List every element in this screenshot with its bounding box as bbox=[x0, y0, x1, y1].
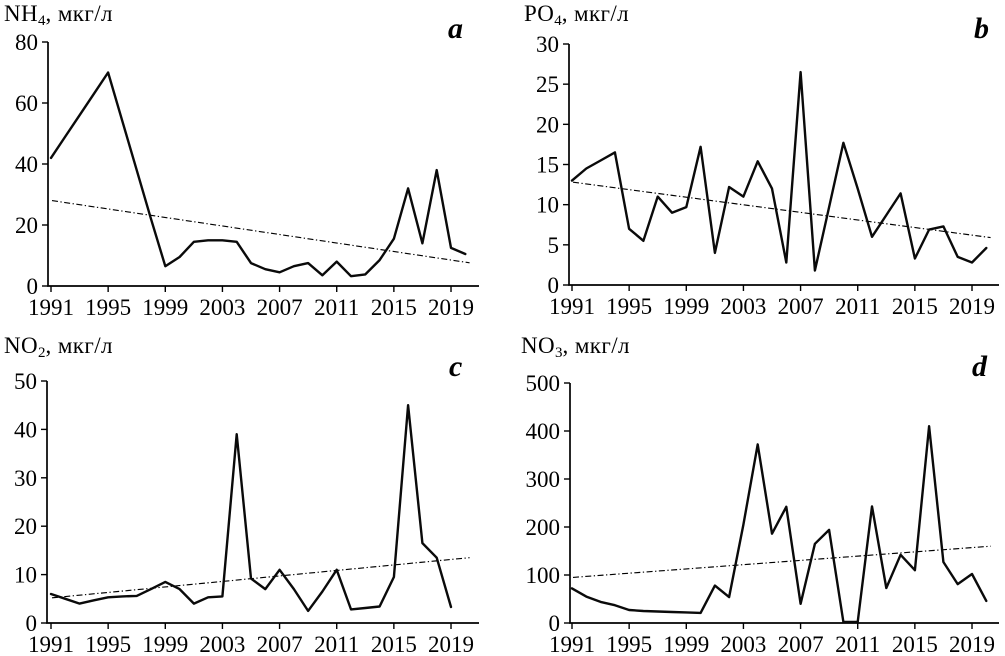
panel-c-letter: c bbox=[449, 350, 463, 383]
y-tick-label: 30 bbox=[14, 466, 37, 491]
x-tick-label: 2015 bbox=[892, 294, 938, 319]
y-tick-label: 10 bbox=[14, 563, 37, 588]
y-tick-label: 80 bbox=[15, 30, 38, 55]
y-tick-label: 20 bbox=[536, 112, 559, 137]
y-tick-label: 50 bbox=[14, 369, 37, 394]
y-tick-label: 40 bbox=[14, 417, 37, 442]
y-tick-label: 0 bbox=[27, 274, 39, 299]
data-series-line bbox=[570, 70, 988, 272]
y-tick-label: 30 bbox=[536, 32, 559, 57]
data-series-line bbox=[49, 71, 467, 278]
trend-line bbox=[572, 545, 991, 578]
data-series-line bbox=[49, 404, 453, 613]
panel-a-letter: a bbox=[448, 12, 463, 45]
panel-c-title: NO2, мкг/л bbox=[4, 333, 113, 362]
x-tick-label: 2019 bbox=[428, 632, 474, 656]
y-tick-label: 5 bbox=[548, 233, 560, 258]
panel-a-title: NH4, мкг/л bbox=[4, 1, 113, 30]
x-tick-label: 1999 bbox=[663, 632, 709, 656]
panel-d-units: , мкг/л bbox=[562, 333, 630, 358]
x-tick-label: 2019 bbox=[949, 632, 995, 656]
x-tick-label: 2011 bbox=[314, 295, 359, 320]
x-tick-label: 2003 bbox=[199, 632, 245, 656]
x-tick-label: 1999 bbox=[663, 294, 709, 319]
panel-b-analyte: PO4 bbox=[524, 1, 562, 29]
panel-a-analyte: NH4 bbox=[4, 1, 46, 29]
x-tick-label: 2019 bbox=[428, 295, 474, 320]
y-tick-label: 20 bbox=[14, 514, 37, 539]
y-tick-label: 300 bbox=[526, 467, 561, 492]
subscript: 2 bbox=[38, 345, 46, 361]
panel-a: 0 20 40 60 80 1991 1995 1999 2003 2007 2011 2015 201… bbox=[15, 30, 479, 320]
panel-a-units: , мкг/л bbox=[45, 1, 113, 26]
panel-d-title: NO3, мкг/л bbox=[521, 333, 630, 362]
x-tick-label: 1991 bbox=[28, 632, 74, 656]
x-tick-label: 1995 bbox=[606, 294, 652, 319]
panel-d: 0 100 200 300 400 500 1991 1995 1999 2003 2007 2011… bbox=[526, 371, 999, 656]
panel-b-letter: b bbox=[974, 12, 989, 45]
y-tick-label: 40 bbox=[15, 152, 38, 177]
x-tick-label: 1991 bbox=[549, 294, 595, 319]
x-tick-label: 2007 bbox=[257, 632, 303, 656]
data-series-line bbox=[570, 425, 988, 624]
y-tick-label: 25 bbox=[536, 72, 559, 97]
x-tick-label: 2003 bbox=[720, 294, 766, 319]
x-tick-label: 2019 bbox=[949, 294, 995, 319]
x-tick-label: 2011 bbox=[835, 294, 880, 319]
trend-line bbox=[51, 557, 470, 599]
panel-b: 0 5 10 15 20 25 30 1991 1995 1999 2003 2007 2011 2015… bbox=[536, 32, 999, 319]
x-tick-label: 2011 bbox=[835, 632, 880, 656]
x-tick-label: 2015 bbox=[371, 295, 417, 320]
x-tick-label: 1995 bbox=[606, 632, 652, 656]
panel-c-units: , мкг/л bbox=[45, 333, 113, 358]
x-tick-label: 2003 bbox=[199, 295, 245, 320]
y-tick-label: 20 bbox=[15, 213, 38, 238]
y-tick-label: 500 bbox=[526, 371, 561, 396]
y-tick-label: 0 bbox=[549, 611, 561, 636]
trend-line bbox=[51, 200, 470, 264]
y-tick-label: 0 bbox=[548, 273, 560, 298]
subscript: 4 bbox=[38, 13, 46, 29]
x-tick-label: 2007 bbox=[778, 632, 824, 656]
panel-b-title: PO4, мкг/л bbox=[524, 1, 629, 30]
x-tick-label: 2011 bbox=[314, 632, 359, 656]
y-tick-label: 15 bbox=[536, 153, 559, 178]
panel-c: 0 10 20 30 40 50 1991 1995 1999 2003 2007 2011 2015 2… bbox=[14, 369, 479, 656]
x-tick-label: 1991 bbox=[28, 295, 74, 320]
subscript: 4 bbox=[554, 13, 562, 29]
x-tick-label: 2007 bbox=[778, 294, 824, 319]
axes bbox=[47, 42, 479, 287]
x-tick-label: 2015 bbox=[892, 632, 938, 656]
x-tick-label: 1991 bbox=[549, 632, 595, 656]
panel-d-letter: d bbox=[972, 350, 987, 383]
x-tick-label: 1995 bbox=[85, 632, 131, 656]
subscript: 3 bbox=[555, 345, 563, 361]
y-tick-label: 200 bbox=[526, 515, 561, 540]
panel-b-units: , мкг/л bbox=[561, 1, 630, 26]
x-tick-label: 2015 bbox=[371, 632, 417, 656]
axes bbox=[569, 383, 999, 624]
x-tick-label: 1999 bbox=[142, 632, 188, 656]
y-tick-label: 100 bbox=[526, 563, 561, 588]
y-tick-label: 400 bbox=[526, 419, 561, 444]
y-tick-label: 60 bbox=[15, 91, 38, 116]
x-tick-label: 2003 bbox=[720, 632, 766, 656]
panel-d-analyte: NO3 bbox=[521, 333, 563, 361]
x-tick-label: 1999 bbox=[142, 295, 188, 320]
x-tick-label: 2007 bbox=[257, 295, 303, 320]
trend-line bbox=[572, 181, 991, 239]
x-tick-label: 1995 bbox=[85, 295, 131, 320]
y-tick-label: 10 bbox=[536, 193, 559, 218]
y-tick-label: 0 bbox=[26, 611, 38, 636]
panel-c-analyte: NO2 bbox=[4, 333, 46, 361]
